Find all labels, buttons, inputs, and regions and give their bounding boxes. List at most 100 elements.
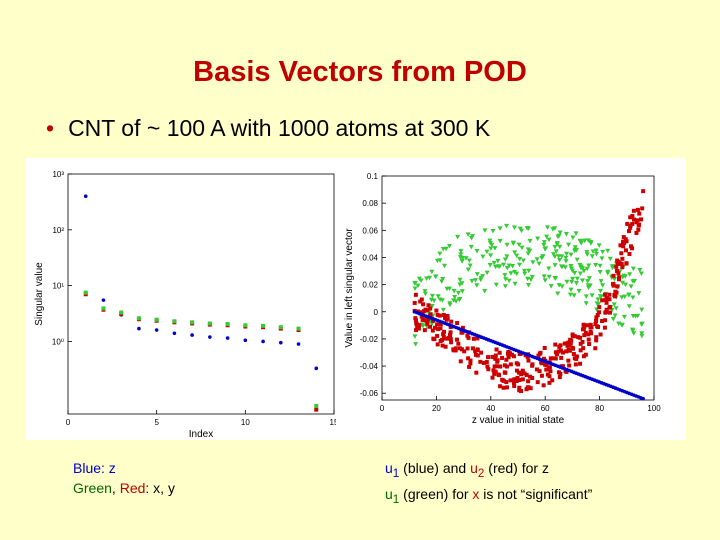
data-point-red bbox=[459, 359, 463, 363]
caption-green-for: (green) for bbox=[399, 486, 472, 502]
data-point-red bbox=[435, 334, 439, 338]
data-point-red bbox=[561, 351, 565, 355]
data-point-green bbox=[639, 334, 644, 339]
data-point-red bbox=[467, 365, 471, 369]
data-point bbox=[226, 336, 230, 340]
data-point-green bbox=[555, 291, 560, 296]
data-point bbox=[155, 318, 159, 322]
y-tick-label: 0.02 bbox=[362, 281, 378, 290]
data-point-red bbox=[413, 316, 417, 320]
data-point-green bbox=[526, 283, 531, 288]
data-point-green bbox=[552, 245, 557, 250]
data-point-green bbox=[542, 274, 547, 279]
data-point-red bbox=[443, 337, 447, 341]
data-point-green bbox=[569, 253, 574, 258]
data-point-red bbox=[434, 309, 438, 313]
data-point-red bbox=[449, 330, 453, 334]
data-point bbox=[190, 333, 194, 337]
data-point-green bbox=[578, 271, 583, 276]
x-tick-label: 60 bbox=[541, 404, 550, 413]
data-point-red bbox=[466, 356, 470, 360]
caption-blue-and: (blue) and bbox=[399, 460, 470, 476]
data-point-red bbox=[584, 331, 588, 335]
data-point bbox=[261, 324, 265, 328]
right-caption: u1 (blue) and u2 (red) for z u1 (green) … bbox=[385, 458, 592, 510]
data-point-red bbox=[618, 243, 622, 247]
data-point-green bbox=[505, 243, 510, 248]
singular-vector-plot: 0 20 40 60 80 100 -0.06 -0.04 -0.02 0 0.02 0.04 0.06… bbox=[336, 158, 686, 440]
data-point-green bbox=[480, 255, 485, 260]
data-point-green bbox=[466, 268, 471, 273]
data-point-red bbox=[526, 359, 530, 363]
data-point-red bbox=[569, 339, 573, 343]
data-point-green bbox=[631, 267, 636, 272]
data-point-green bbox=[439, 279, 444, 284]
data-point-red bbox=[639, 217, 643, 221]
data-point-green bbox=[568, 293, 573, 298]
data-point-green bbox=[492, 246, 497, 251]
data-point-red bbox=[637, 223, 641, 227]
data-point-red bbox=[640, 206, 644, 210]
data-point-green bbox=[594, 252, 599, 257]
data-point-green bbox=[498, 226, 503, 231]
data-point bbox=[137, 316, 141, 320]
data-point-green bbox=[469, 279, 474, 284]
data-point-red bbox=[435, 322, 439, 326]
data-point-green bbox=[488, 263, 493, 268]
data-point-green bbox=[553, 263, 558, 268]
data-point-red bbox=[571, 334, 575, 338]
data-point-red bbox=[451, 347, 455, 351]
data-point-red bbox=[512, 384, 516, 388]
data-point-red bbox=[517, 378, 521, 382]
data-point-red bbox=[456, 342, 460, 346]
data-point-green bbox=[575, 277, 580, 282]
data-point-green bbox=[560, 284, 565, 288]
y-tick-label: 0 bbox=[374, 308, 379, 317]
caption-blue-z: Blue: z bbox=[73, 460, 116, 476]
data-point-red bbox=[599, 332, 603, 336]
left-caption-line1: Blue: z bbox=[73, 458, 175, 478]
data-point-green bbox=[473, 278, 478, 283]
data-point-green bbox=[460, 259, 465, 264]
data-point-green bbox=[494, 283, 499, 288]
data-point-green bbox=[528, 239, 533, 244]
data-point-green bbox=[546, 266, 551, 271]
data-point-red bbox=[629, 244, 633, 248]
data-point-green bbox=[508, 271, 513, 276]
data-point-red bbox=[521, 369, 525, 373]
data-point bbox=[172, 319, 176, 323]
y-tick-label: 10¹ bbox=[52, 282, 64, 291]
data-point-green bbox=[623, 282, 628, 287]
data-point-red bbox=[597, 310, 601, 314]
data-point-red bbox=[505, 385, 509, 389]
x-tick-label: 100 bbox=[647, 404, 661, 413]
data-point-red bbox=[428, 306, 432, 310]
data-point-red bbox=[603, 318, 607, 322]
data-point-green bbox=[584, 301, 589, 306]
data-point bbox=[226, 322, 230, 326]
data-point-red bbox=[449, 320, 453, 324]
data-point-red bbox=[530, 364, 534, 368]
data-point-red bbox=[605, 296, 609, 300]
data-point-green bbox=[423, 292, 428, 297]
data-point-red bbox=[636, 228, 640, 232]
data-point-red bbox=[612, 274, 616, 278]
data-point-red bbox=[423, 308, 427, 312]
data-point-red bbox=[468, 361, 472, 365]
data-point-green bbox=[572, 271, 577, 276]
y-tick-label: 10² bbox=[52, 226, 64, 235]
data-point-red bbox=[566, 359, 570, 363]
data-point-red bbox=[467, 336, 471, 340]
data-point-green bbox=[574, 281, 579, 286]
data-point-red bbox=[536, 380, 540, 384]
caption-not-significant: is not “significant” bbox=[479, 486, 592, 502]
data-point-red bbox=[641, 189, 645, 193]
data-point-green bbox=[547, 238, 552, 243]
data-point bbox=[314, 404, 318, 408]
data-point-red bbox=[547, 381, 551, 385]
data-point-red bbox=[422, 318, 426, 322]
data-point-green bbox=[590, 293, 595, 298]
data-point-green bbox=[553, 276, 558, 281]
data-point bbox=[155, 328, 159, 332]
singular-vector-chart: 0 20 40 60 80 100 -0.06 -0.04 -0.02 0 0.02 0.04 0.06… bbox=[336, 158, 686, 440]
